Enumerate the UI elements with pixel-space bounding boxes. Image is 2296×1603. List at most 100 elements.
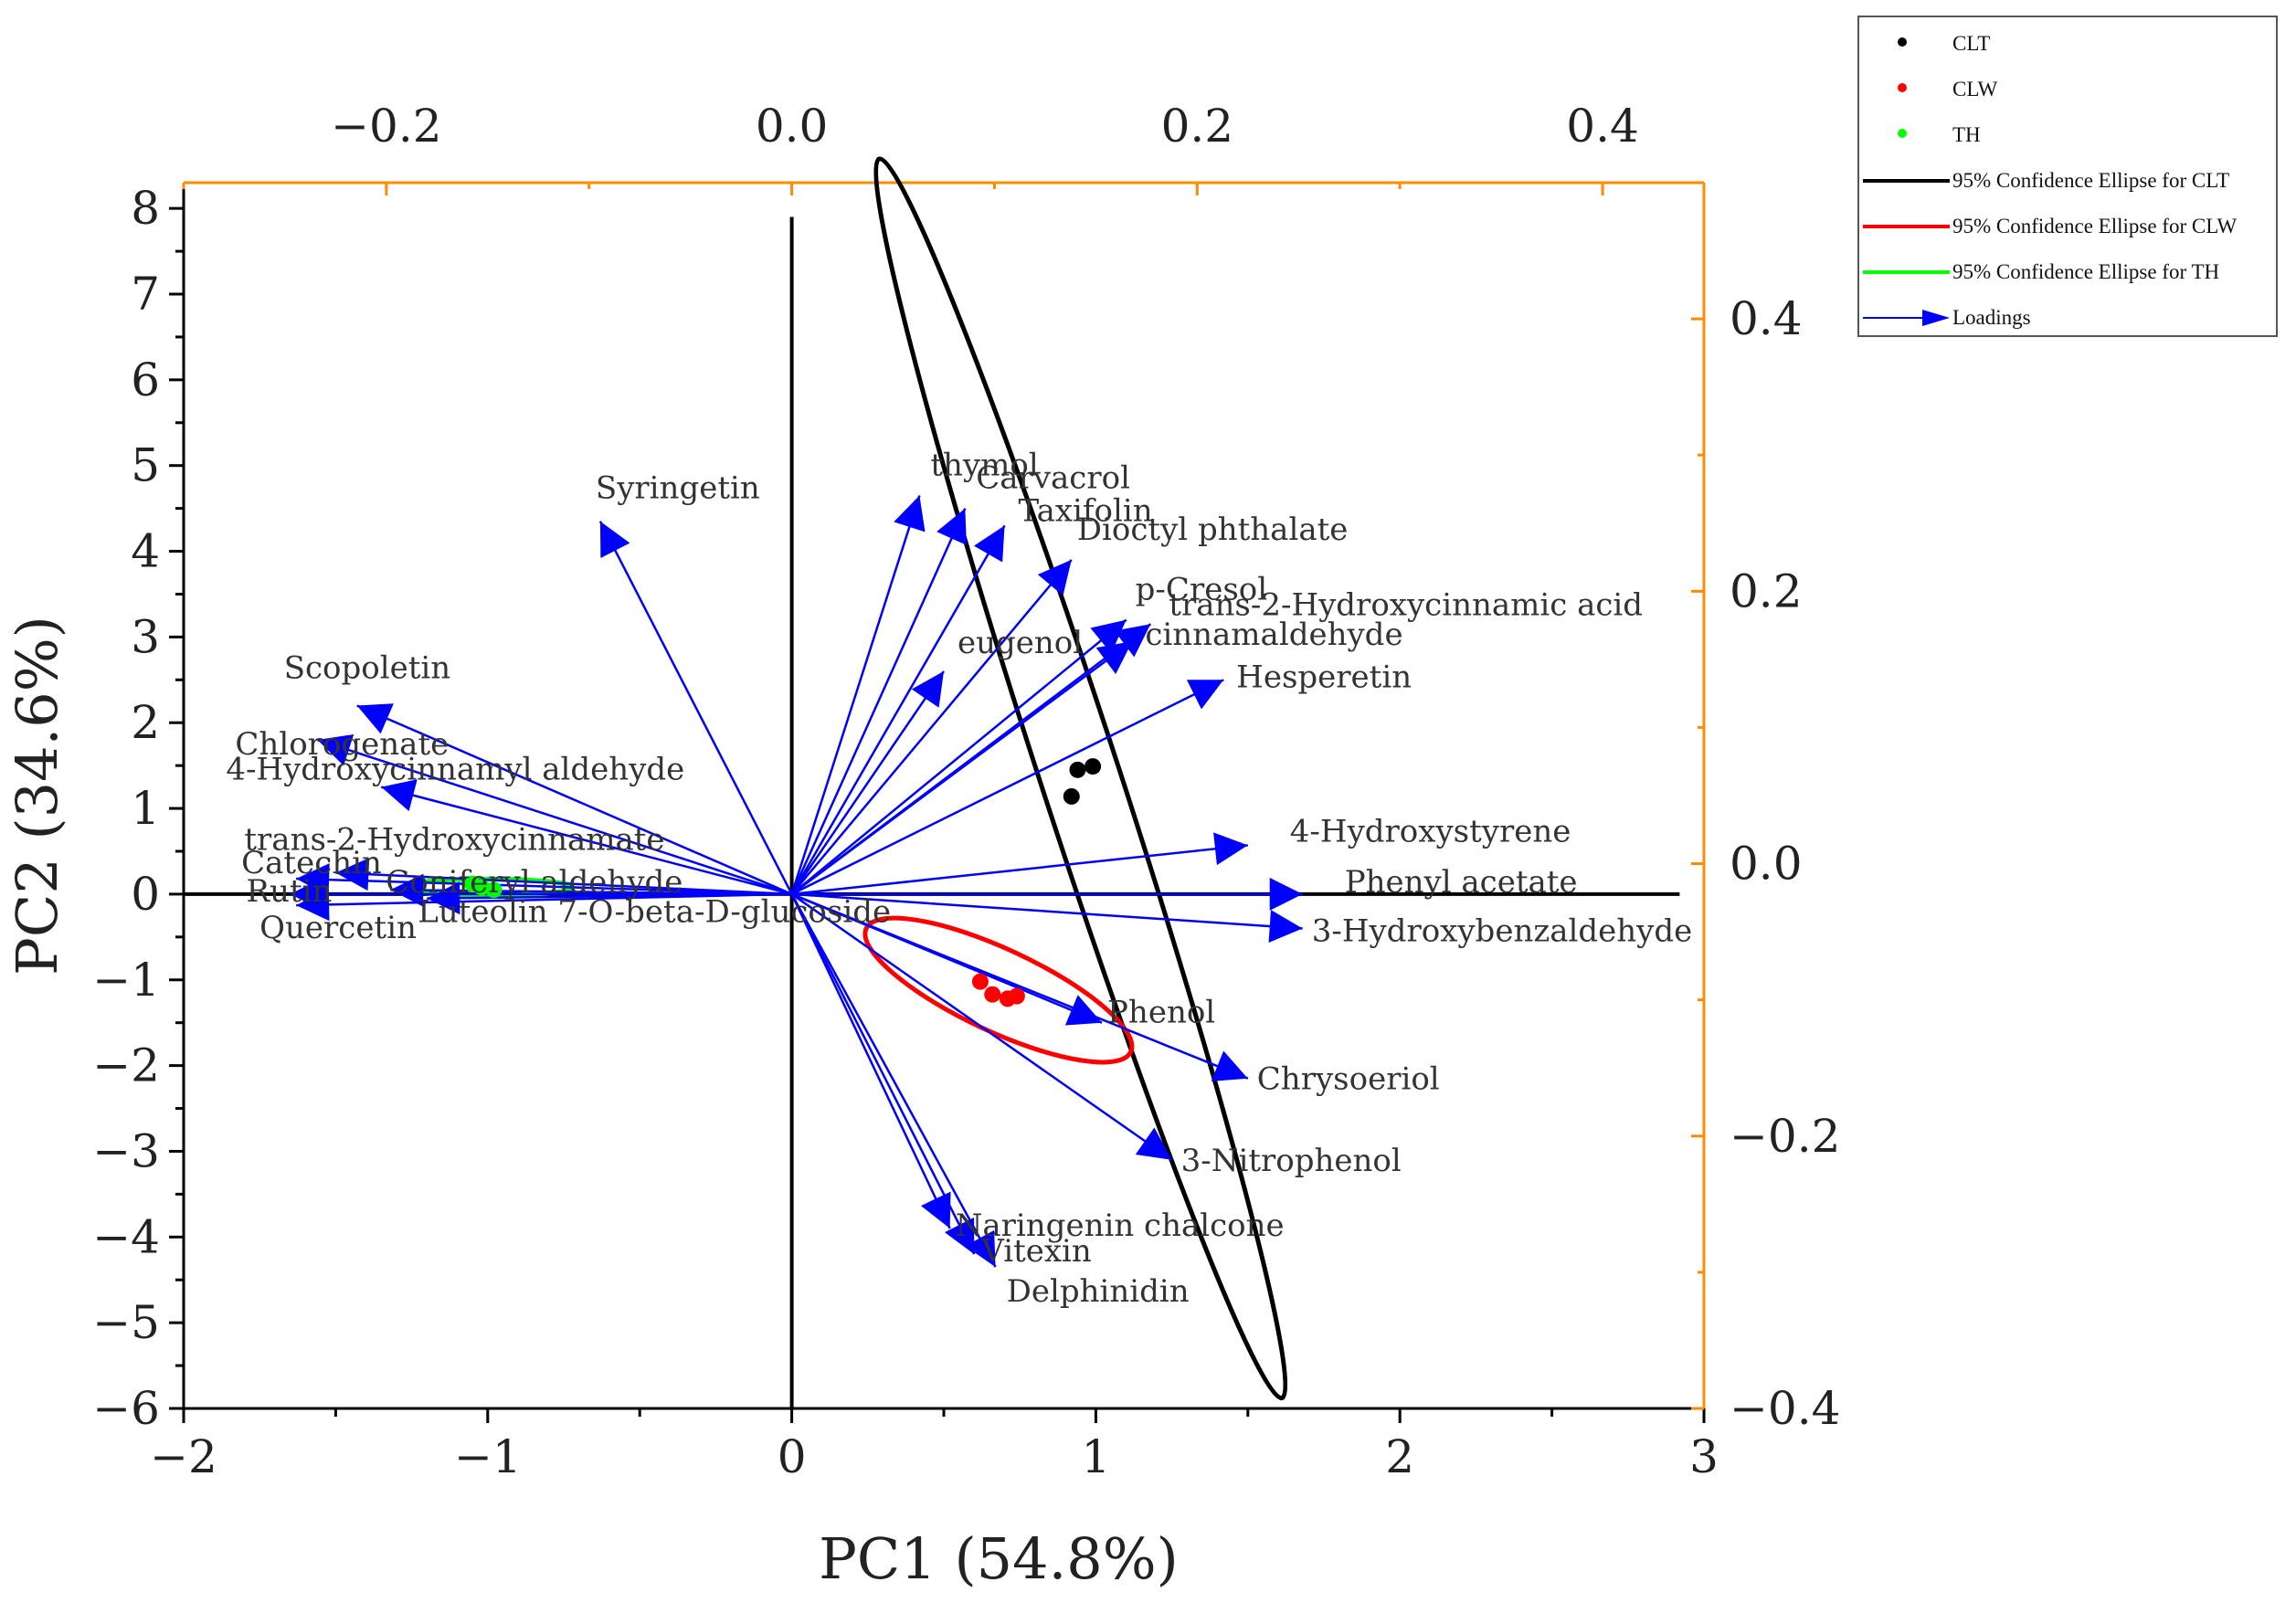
legend-label-loadings: Loadings [1952, 306, 2031, 329]
y-axis-title: PC2 (34.6%) [4, 616, 70, 976]
loading-arrow-carvacrol [790, 508, 967, 895]
loading-arrow-4-hydroxycinnamyl-aldehyde [381, 779, 792, 896]
legend-marker-th [1898, 129, 1907, 138]
y-tick-label: −4 [92, 1210, 160, 1263]
x-tick-label: 1 [1081, 1430, 1110, 1483]
top-tick-label: 0.0 [756, 100, 829, 153]
legend: CLT CLW TH 95% Confidence Ellipse for CLT 95… [1857, 16, 2278, 337]
loading-label-syringetin: Syringetin [596, 470, 760, 507]
loading-arrow-dioctyl-phthalate [790, 559, 1073, 895]
loading-arrow-scopoletin [356, 703, 793, 896]
x-tick-label: 0 [778, 1430, 807, 1483]
score-point-clw [984, 986, 1001, 1003]
y-tick-label: −1 [92, 954, 160, 1007]
legend-label-clt: CLT [1952, 32, 1990, 55]
loading-arrow-vitexin [790, 893, 976, 1255]
loading-label-chlorogenate: Chlorogenate [235, 726, 449, 763]
y-tick-label: −2 [92, 1039, 160, 1092]
x-tick-label: −1 [454, 1430, 522, 1483]
y-tick-label: −3 [92, 1124, 160, 1177]
loading-label-3-nitrophenol: 3-Nitrophenol [1181, 1143, 1402, 1179]
loading-label-scopoletin: Scopoletin [284, 649, 450, 686]
loading-arrow-syringetin [598, 521, 793, 895]
right-tick-label: 0.2 [1730, 564, 1803, 617]
loading-label-hesperetin: Hesperetin [1236, 659, 1412, 695]
y-tick-label: 0 [131, 868, 160, 921]
score-point-clt [1069, 761, 1086, 778]
legend-label-95-confidence-ellipse-for-clt: 95% Confidence Ellipse for CLT [1952, 169, 2229, 192]
loading-arrow-hesperetin [791, 679, 1224, 896]
y-tick-label: 2 [131, 696, 160, 749]
loading-labels: Syringetin thymolCarvacrolTaxifolinDiocty… [226, 448, 1692, 1311]
loading-arrow-eugenol [790, 670, 946, 895]
score-point-clw [1008, 987, 1025, 1005]
loading-label-luteolin-7-o-beta-d-glucoside: Luteolin 7-O-beta-D-glucoside [418, 894, 891, 931]
y-tick-label: −6 [92, 1382, 160, 1435]
loading-label-eugenol: eugenol [958, 625, 1083, 661]
loading-arrow-catechin [296, 863, 792, 897]
loading-arrow-taxifolin [790, 524, 1006, 895]
score-point-th [485, 881, 503, 899]
loading-arrow-p-cresol [790, 618, 1127, 895]
loading-arrow-3-hydroxybenzaldehyde [791, 892, 1303, 944]
loading-arrow-chrysoeriol [791, 892, 1249, 1081]
loading-label-p-cresol: p-Cresol [1136, 572, 1267, 608]
x-tick-label: −2 [150, 1430, 217, 1483]
legend-box [1857, 16, 2278, 337]
loading-arrow-4-hydroxystyrene [791, 832, 1248, 896]
confidence-ellipse-clt [873, 156, 1288, 1401]
loading-arrow-3-nitrophenol [790, 892, 1173, 1161]
loading-label-dioctyl-phthalate: Dioctyl phthalate [1077, 511, 1349, 548]
loading-label-catechin: Catechin [241, 845, 382, 881]
legend-label-95-confidence-ellipse-for-clw: 95% Confidence Ellipse for CLW [1952, 215, 2238, 237]
score-points [464, 758, 1102, 1007]
loading-label-4-hydroxycinnamyl-aldehyde: 4-Hydroxycinnamyl aldehyde [226, 752, 684, 788]
y-tick-label: 4 [131, 525, 160, 578]
loading-label-phenol: Phenol [1107, 995, 1215, 1031]
legend-loadings-arrowhead [1922, 310, 1950, 326]
legend-marker-clw [1898, 83, 1907, 92]
loading-arrow-delphinidin [790, 893, 997, 1268]
y-tick-label: 7 [131, 268, 160, 321]
loading-label-3-hydroxybenzaldehyde: 3-Hydroxybenzaldehyde [1312, 912, 1693, 949]
loading-label-vitexin: Vitexin [980, 1233, 1092, 1270]
loading-label-thymol: thymol [930, 448, 1038, 484]
right-tick-label: 0.0 [1730, 838, 1803, 891]
x-axis-title: PC1 (54.8%) [819, 1525, 1179, 1592]
x-tick-label: 3 [1689, 1430, 1719, 1483]
loading-arrow-thymol [790, 495, 926, 895]
loading-label-chrysoeriol: Chrysoeriol [1257, 1061, 1440, 1098]
top-tick-label: 0.2 [1161, 100, 1234, 153]
right-tick-label: −0.4 [1730, 1382, 1840, 1435]
score-point-clt [1085, 758, 1102, 775]
y-tick-label: 6 [131, 353, 160, 406]
y-tick-label: 5 [131, 439, 160, 492]
top-tick-label: −0.2 [331, 100, 441, 153]
legend-label-95-confidence-ellipse-for-th: 95% Confidence Ellipse for TH [1952, 260, 2219, 283]
loading-label-rutin: Rutin [246, 873, 332, 910]
score-point-th [464, 875, 481, 892]
loading-label-quercetin: Quercetin [259, 910, 417, 946]
loading-label-phenyl-acetate: Phenyl acetate [1345, 864, 1578, 901]
loading-label-naringenin-chalcone: Naringenin chalcone [956, 1208, 1285, 1244]
y-tick-label: −5 [92, 1296, 160, 1349]
loading-arrow-quercetin [296, 888, 792, 922]
y-tick-label: 1 [131, 782, 160, 835]
y-tick-label: 3 [131, 610, 160, 663]
score-point-clt [1063, 787, 1080, 805]
score-point-clw [971, 973, 989, 990]
loading-label-carvacrol: Carvacrol [976, 460, 1130, 497]
loading-arrow-cinnamaldehyde [790, 640, 1134, 895]
legend-label-th: TH [1952, 123, 1981, 146]
x-tick-label: 2 [1385, 1430, 1414, 1483]
loading-label-coniferyl-aldehyde: Coniferyl aldehyde [386, 864, 682, 901]
y-tick-label: 8 [131, 182, 160, 235]
legend-label-clw: CLW [1952, 78, 1998, 100]
loading-label-4-hydroxystyrene: 4-Hydroxystyrene [1290, 813, 1571, 849]
right-tick-label: −0.2 [1730, 1110, 1840, 1163]
top-tick-label: 0.4 [1566, 100, 1639, 153]
loading-vectors [290, 495, 1303, 1268]
right-tick-label: 0.4 [1730, 292, 1803, 345]
legend-marker-clt [1898, 37, 1907, 47]
